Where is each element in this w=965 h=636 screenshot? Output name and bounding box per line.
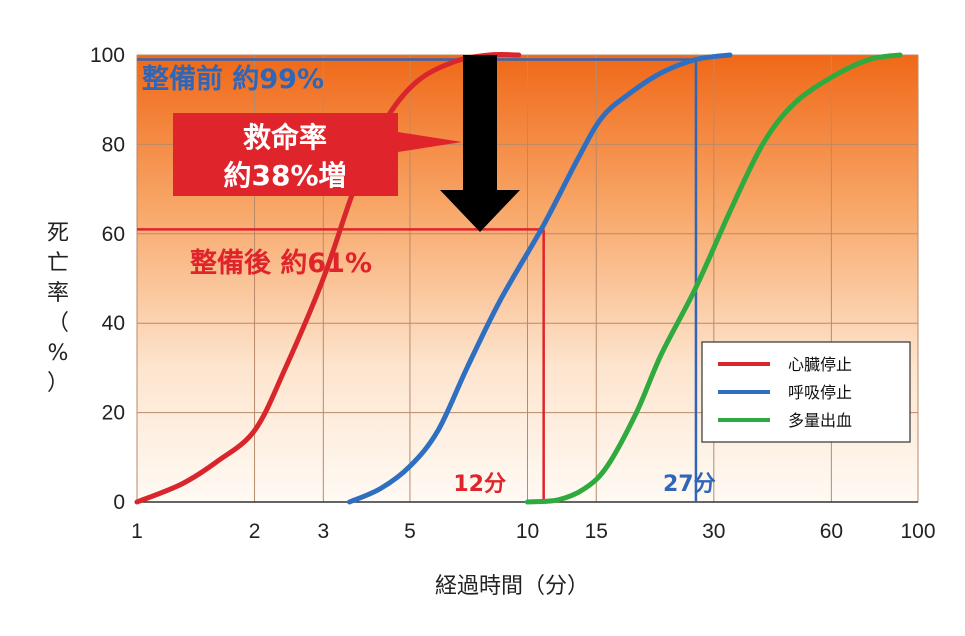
callout-line2: 約38%増 [223,159,346,192]
y-tick-label: 20 [102,402,125,425]
cardiac-arrest-curve [134,52,522,505]
respiratory-arrest-curve [347,52,733,505]
x-tick-labels: 1 2 3 5 10 15 30 60 100 [131,520,935,543]
survival-increase-callout: 救命率 約38%増 [173,113,462,196]
callout-box [173,113,462,196]
x-tick-label: 60 [820,520,843,543]
x-tick-label: 3 [317,520,329,543]
legend-label: 呼吸停止 [788,383,852,402]
y-axis-label: 死亡率 （% ） [47,221,69,396]
down-arrow [440,55,520,232]
x-tick-label: 1 [131,520,143,543]
y-axis-label-char: 死 [47,221,69,246]
x-tick-label: 100 [900,520,935,543]
x-tick-label: 2 [249,520,261,543]
y-tick-label: 80 [102,133,125,156]
minute-12-label: 12分 [453,472,506,497]
minute-27-label: 27分 [663,472,716,497]
x-tick-label: 30 [702,520,725,543]
legend-label: 心臓停止 [788,355,852,374]
y-tick-label: 0 [113,491,125,514]
after-label: 整備後 約61% [190,247,372,279]
callout-line1: 救命率 [243,121,327,154]
y-axis-label-char: ） [47,371,69,396]
y-tick-labels: 0 20 40 60 80 100 [90,44,125,514]
y-tick-label: 60 [102,223,125,246]
x-tick-label: 15 [585,520,608,543]
y-tick-label: 100 [90,44,125,67]
y-axis-label-char: 率 [47,281,69,306]
x-axis-label: 経過時間（分） [435,574,589,599]
before-label: 整備前 約99% [142,63,324,95]
legend-label: 多量出血 [788,411,852,430]
y-axis-label-char: （ [47,311,69,336]
y-axis-label-char: % [48,341,69,366]
series-curves [134,52,903,505]
y-tick-label: 40 [102,312,125,335]
x-tick-label: 10 [516,520,539,543]
massive-bleeding-curve [525,52,903,505]
x-tick-label: 5 [404,520,416,543]
y-axis-label-char: 亡 [47,251,69,276]
